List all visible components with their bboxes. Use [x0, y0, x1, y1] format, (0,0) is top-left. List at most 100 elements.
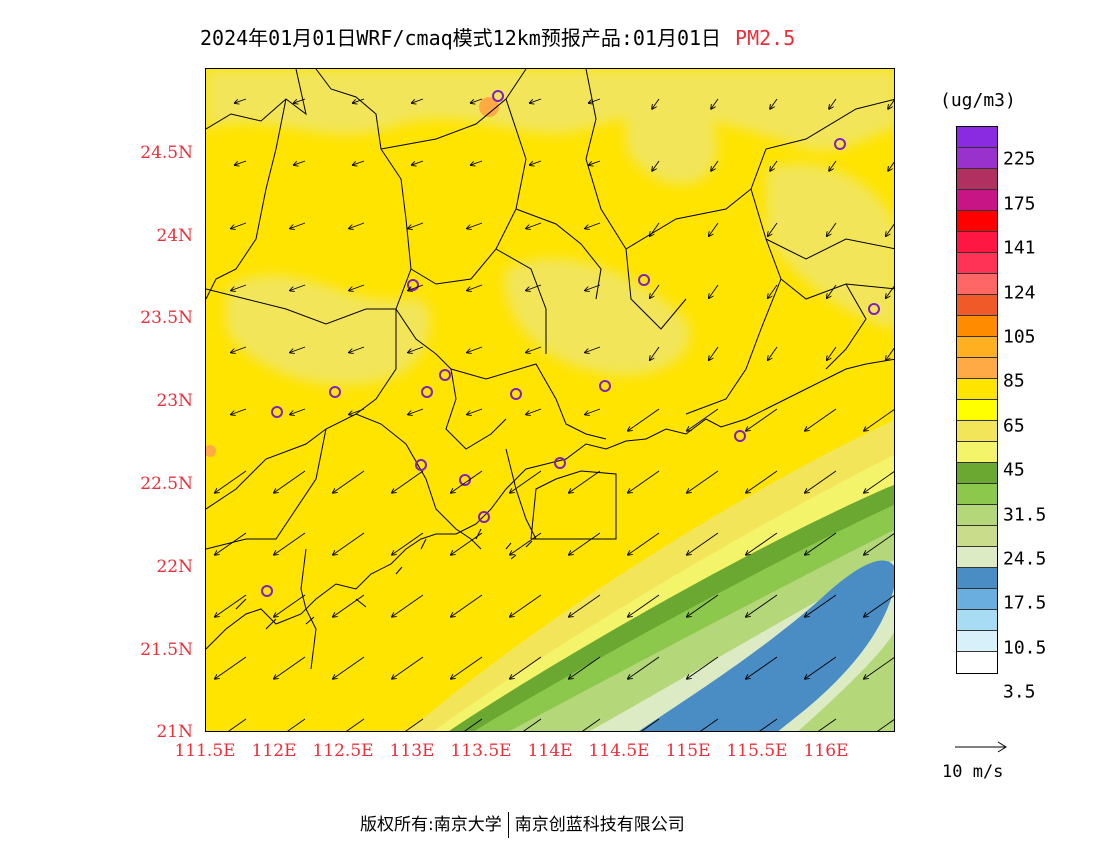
wind-arrow: [768, 222, 778, 236]
station-marker: [439, 369, 451, 381]
station-marker: [599, 380, 611, 392]
boundary-north-8: [625, 98, 894, 250]
coastline-islands: [235, 528, 533, 630]
wind-arrow: [235, 98, 247, 103]
boundary-mid-3: [450, 363, 607, 440]
wind-arrow: [451, 656, 483, 679]
boundary-mid-4: [495, 248, 547, 354]
boundary-mid-1: [206, 288, 397, 415]
concentration-field: [206, 69, 894, 731]
wind-arrow: [888, 99, 894, 109]
map-panel: [205, 68, 895, 732]
wind-arrow: [650, 284, 660, 298]
wind-arrow: [585, 408, 601, 415]
legend-swatch: [957, 526, 997, 547]
wind-arrow: [585, 346, 601, 353]
wind-arrow: [392, 594, 424, 617]
wind-arrow: [886, 347, 894, 360]
lon-label: 114.5E: [588, 741, 650, 761]
wind-arrow: [746, 656, 778, 679]
title-text: 2024年01月01日WRF/cmaq模式12km预报产品:01月01日: [200, 26, 722, 50]
legend-swatch: [957, 631, 997, 652]
wind-arrow: [709, 284, 719, 298]
wind-arrow: [290, 408, 306, 415]
wind-arrow: [333, 656, 365, 679]
field-45-85-patch3: [766, 163, 894, 329]
boundary-north-7: [585, 69, 687, 330]
wind-arrow: [628, 408, 660, 431]
lat-label: 24.5N: [140, 143, 193, 163]
wind-arrow: [392, 470, 424, 493]
wind-arrow: [231, 222, 247, 229]
wind-vectors: [215, 98, 894, 731]
legend-label: 105: [1003, 326, 1036, 348]
legend-swatch: [957, 295, 997, 316]
wind-arrow: [805, 408, 837, 431]
legend-swatch: [957, 211, 997, 232]
wind-arrow: [231, 346, 247, 353]
wind-arrow: [759, 718, 778, 731]
legend-swatch: [957, 442, 997, 463]
station-marker: [834, 138, 846, 150]
wind-arrow: [829, 160, 837, 171]
legend-label: 124: [1003, 282, 1036, 303]
legend-swatch: [957, 568, 997, 589]
wind-arrow: [746, 408, 778, 431]
legend-swatch: [957, 610, 997, 631]
wind-arrow: [467, 408, 483, 415]
legend-label: 141: [1003, 237, 1036, 259]
wind-arrow: [349, 284, 365, 291]
boundary-north-3: [206, 98, 287, 300]
station-marker: [329, 386, 341, 398]
wind-arrow: [287, 718, 306, 731]
boundary-mid-7: [405, 443, 482, 550]
wind-arrow: [274, 594, 306, 617]
wind-arrow: [349, 222, 365, 229]
station-marker: [734, 430, 746, 442]
station-marker: [271, 406, 283, 418]
wind-arrow: [530, 98, 542, 103]
wind-arrow: [711, 98, 719, 109]
wind-arrow: [290, 346, 306, 353]
legend-label: 17.5: [1003, 592, 1047, 614]
lon-label: 113.5E: [450, 741, 512, 761]
legend-label: 225: [1003, 148, 1036, 170]
wind-arrow: [408, 284, 424, 291]
field-45-85-patch2: [504, 258, 690, 376]
wind-arrow: [877, 719, 894, 731]
legend-unit: (ug/m3): [940, 90, 1016, 111]
boundary-mid-6: [206, 428, 327, 550]
wind-arrow: [526, 284, 542, 291]
legend-label: 3.5: [1003, 681, 1036, 703]
boundary-mid-5: [206, 413, 407, 510]
wind-arrow: [510, 656, 542, 679]
legend-label: 31.5: [1003, 504, 1047, 525]
legend-swatch: [957, 484, 997, 505]
field-blue-core: [638, 560, 894, 731]
wind-arrow: [805, 656, 837, 679]
wind-arrow: [215, 656, 247, 679]
coastline: [206, 358, 894, 650]
wind-arrow: [746, 594, 778, 617]
wind-arrow: [864, 595, 894, 617]
wind-arrow: [628, 594, 660, 617]
wind-arrow: [770, 98, 778, 109]
lon-label: 114E: [527, 741, 573, 761]
station-marker: [478, 511, 490, 523]
wind-arrow: [290, 222, 306, 229]
wind-arrow: [510, 532, 542, 555]
wind-arrow: [888, 161, 894, 171]
legend-swatch: [957, 337, 997, 358]
wind-arrow: [530, 160, 542, 165]
field-45-85-patch4: [626, 87, 718, 185]
copyright-footer: 版权所有:南京大学 南京创蓝科技有限公司: [360, 810, 685, 838]
wind-arrow: [569, 470, 601, 493]
legend-swatch: [957, 547, 997, 568]
field-45-85-patch1: [226, 275, 431, 386]
wind-arrow: [805, 532, 837, 555]
wind-arrow: [510, 470, 542, 493]
west-border: [300, 548, 317, 670]
pollutant-label: PM2.5: [735, 26, 796, 50]
wind-arrow: [231, 408, 247, 415]
wind-arrow: [864, 409, 894, 431]
